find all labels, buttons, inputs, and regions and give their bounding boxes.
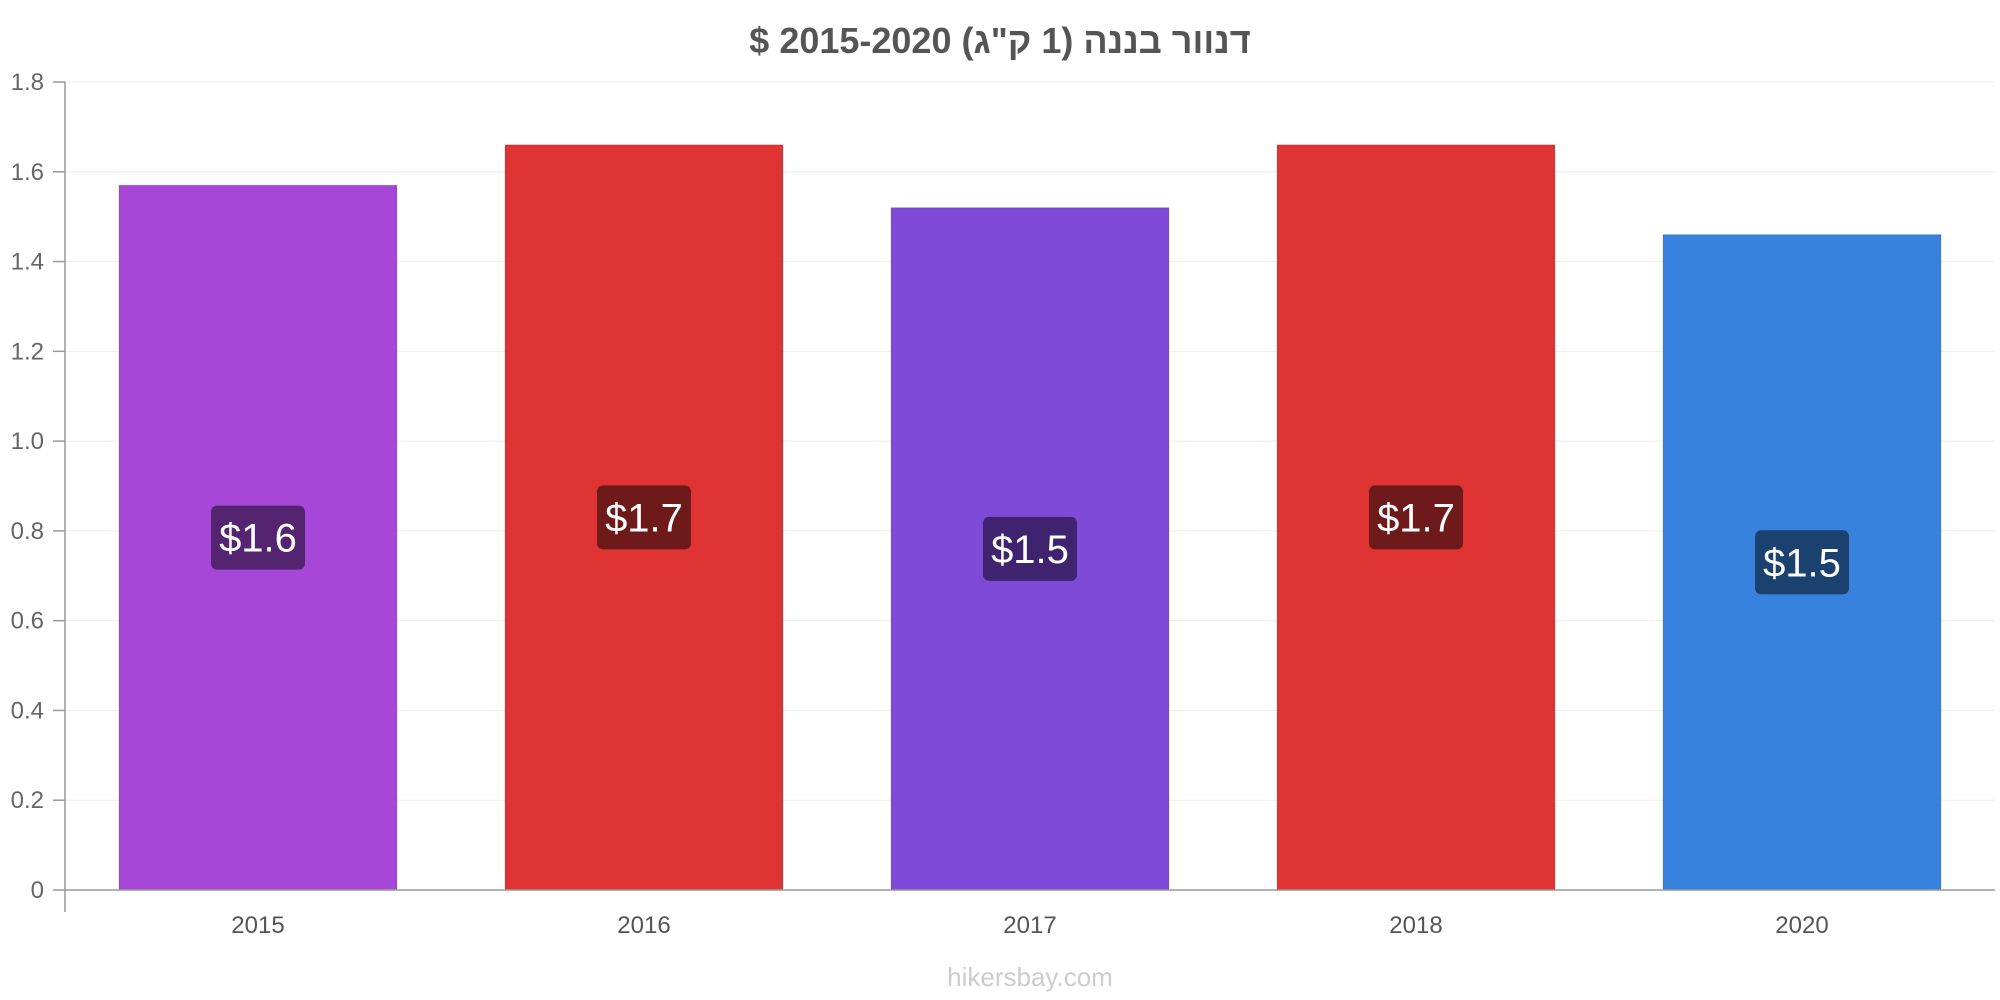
chart-title: דנוור בננה (1 ק"ג) 2015-2020 $ <box>749 20 1250 61</box>
data-label: $1.5 <box>991 528 1069 572</box>
y-tick-label: 0.4 <box>11 697 44 724</box>
data-label: $1.7 <box>605 496 683 540</box>
y-tick-label: 0 <box>31 877 44 904</box>
bars: $1.6 $1.7 $1.5 $1.7 $1.5 <box>118 144 1942 891</box>
y-tick-label: 1.4 <box>11 249 44 276</box>
y-tick-label: 0.2 <box>11 787 44 814</box>
data-label: $1.6 <box>219 517 297 561</box>
y-tick-label: 1.0 <box>11 428 44 455</box>
data-label-box <box>211 505 305 570</box>
data-label-box <box>1755 530 1849 595</box>
y-tick-label: 0.6 <box>11 608 44 635</box>
y-tick-label: 0.8 <box>11 518 44 545</box>
data-label: $1.5 <box>1763 541 1841 585</box>
x-tick-label: 2016 <box>617 912 670 939</box>
x-axis-labels: 2015 2016 2017 2018 2020 <box>231 912 1828 939</box>
watermark: hikersbay.com <box>947 962 1113 992</box>
y-axis-ticks: 0 0.2 0.4 0.6 0.8 1.0 1.2 1.4 1.6 1.8 <box>11 69 65 904</box>
y-tick-label: 1.8 <box>11 69 44 96</box>
x-tick-label: 2018 <box>1389 912 1442 939</box>
x-tick-label: 2015 <box>231 912 284 939</box>
data-label-box <box>1369 485 1463 550</box>
data-label-box <box>597 485 691 550</box>
y-tick-label: 1.6 <box>11 159 44 186</box>
y-tick-label: 1.2 <box>11 338 44 365</box>
data-label-box <box>983 516 1077 581</box>
data-label: $1.7 <box>1377 496 1455 540</box>
x-tick-label: 2017 <box>1003 912 1056 939</box>
x-tick-label: 2020 <box>1775 912 1828 939</box>
